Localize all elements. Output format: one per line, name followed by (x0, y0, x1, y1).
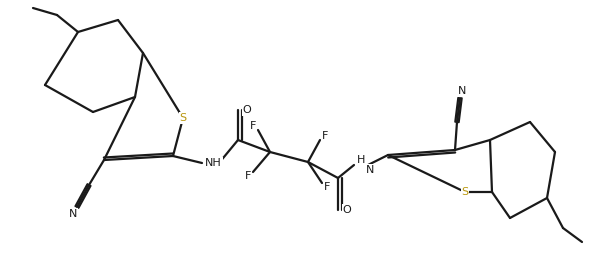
Text: H: H (357, 155, 365, 165)
Text: F: F (250, 121, 256, 131)
Text: S: S (461, 187, 468, 197)
Text: O: O (242, 105, 251, 115)
Text: F: F (322, 131, 328, 141)
Text: N: N (366, 165, 375, 175)
Text: O: O (343, 205, 352, 215)
Text: N: N (69, 209, 77, 219)
Text: F: F (245, 171, 251, 181)
Text: N: N (458, 86, 466, 96)
Text: NH: NH (205, 158, 222, 168)
Text: F: F (324, 182, 330, 192)
Text: S: S (179, 113, 186, 123)
